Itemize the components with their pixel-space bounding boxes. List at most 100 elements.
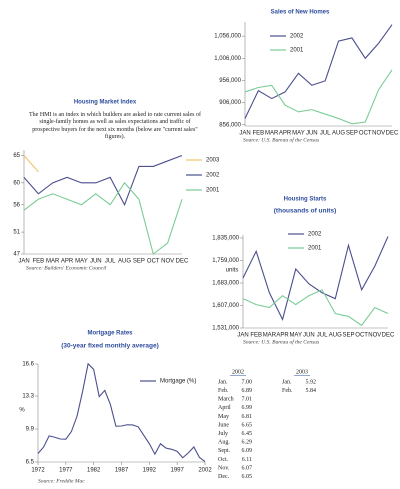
y-tick-label: 16.6 (22, 362, 34, 368)
x-tick-label: 1977 (59, 468, 73, 474)
x-tick-label: JUN (90, 259, 102, 265)
table-month: Feb. (282, 388, 293, 394)
table-month: Nov. (218, 465, 230, 471)
table-month: June (218, 422, 229, 428)
x-tick-label: AUG (118, 259, 131, 265)
y-tick-label: 856,000 (219, 122, 241, 128)
x-tick-label: MAR (265, 131, 279, 137)
source: Source: U.S. Bureau of the Census (243, 136, 319, 143)
table-rate: 6.45 (242, 431, 253, 437)
y-tick-label: 1,835,000 (212, 236, 239, 242)
series-line (37, 362, 206, 463)
series-line (244, 69, 393, 125)
y-tick-label: 13.3 (22, 394, 34, 400)
x-tick-label: MAY (289, 333, 302, 339)
table-rate: 6.89 (242, 388, 253, 394)
x-tick-label: NOV (372, 131, 385, 137)
table-rate: 6.65 (242, 422, 253, 428)
x-tick-label: 1987 (115, 468, 129, 474)
x-tick-label: 1992 (143, 468, 157, 474)
table-year: 2002 (232, 369, 244, 375)
x-tick-label: JAN (237, 333, 248, 339)
x-tick-label: JUL (105, 259, 116, 265)
source: Source: Builders' Economic Council (26, 265, 107, 271)
table-rate: 7.01 (242, 397, 253, 403)
legend-label: 2001 (206, 188, 220, 194)
table-rate: 6.05 (242, 474, 253, 480)
x-tick-label: MAY (292, 131, 305, 137)
legend-label: 2002 (308, 232, 322, 238)
x-tick-label: DEC (386, 131, 399, 137)
legend-label: Mortgage (%) (160, 379, 196, 385)
series-line (23, 154, 183, 207)
y-tick-label: 1,759,000 (212, 258, 239, 264)
x-tick-label: OCT (359, 131, 372, 137)
y-axis-label: % (19, 408, 25, 414)
legend-label: 2002 (290, 34, 304, 40)
legend-label: 2001 (308, 246, 322, 252)
series-line (242, 236, 389, 321)
table-rate: 7.00 (242, 379, 253, 385)
x-tick-label: JUL (320, 131, 331, 137)
table-month: April (218, 405, 231, 411)
x-tick-label: 1982 (87, 468, 101, 474)
table-month: July (218, 431, 228, 437)
table-month: Aug. (218, 440, 230, 446)
x-tick-label: FEB (253, 131, 265, 137)
table-month: Feb. (218, 388, 229, 394)
table-month: March (218, 397, 234, 403)
table-rate: 6.99 (242, 405, 253, 411)
x-tick-label: SEP (342, 333, 354, 339)
chart-title: Housing Market Index (74, 100, 137, 106)
table-month: Dec. (218, 474, 230, 480)
y-tick-label: 47 (13, 252, 20, 258)
table-month: May (218, 414, 229, 420)
x-tick-label: JUL (317, 333, 328, 339)
table-rate: 5.84 (306, 388, 317, 394)
source: Source: Freddie Mac (38, 478, 85, 484)
y-tick-label: 1,607,000 (212, 303, 239, 309)
y-tick-label: 65 (13, 153, 20, 159)
x-tick-label: MAY (75, 259, 88, 265)
y-tick-label: 1,531,000 (212, 326, 239, 332)
table-year: 2003 (296, 369, 308, 375)
series-line (242, 289, 389, 327)
y-tick-label: 9.9 (26, 427, 35, 433)
x-tick-label: AUG (329, 333, 342, 339)
x-tick-label: SEP (346, 131, 358, 137)
y-tick-label: 1,683,000 (212, 281, 239, 287)
y-tick-label: 51 (13, 230, 20, 236)
table-rate: 6.81 (242, 414, 253, 420)
x-tick-label: JAN (18, 259, 29, 265)
x-tick-label: APR (276, 333, 289, 339)
series-line (23, 181, 183, 255)
x-tick-label: JUN (306, 131, 318, 137)
x-tick-label: MAR (263, 333, 277, 339)
table-rate: 6.29 (242, 440, 253, 446)
chart-title: Sales of New Homes (271, 10, 330, 16)
series-line (244, 24, 393, 119)
source: Source: U.S. Bureau of the Census (243, 338, 319, 345)
x-tick-label: APR (279, 131, 292, 137)
chart-subtitle: (30-year fixed monthly average) (61, 343, 159, 350)
table-month: Jan. (218, 379, 228, 385)
x-tick-label: OCT (147, 259, 160, 265)
y-tick-label: 1,056,000 (214, 34, 241, 40)
y-tick-label: 1,006,000 (214, 56, 241, 62)
table-rate: 5.92 (306, 379, 317, 385)
legend-label: 2003 (206, 158, 220, 164)
y-tick-label: 6.5 (26, 460, 35, 466)
chart-title: Housing Starts (284, 197, 327, 203)
x-tick-label: JUN (303, 333, 315, 339)
x-tick-label: NOV (368, 333, 381, 339)
x-tick-label: FEB (250, 333, 262, 339)
table-rate: 6.09 (242, 448, 253, 454)
y-tick-label: 56 (13, 202, 20, 208)
description: The HMI is an index in which builders ar… (29, 112, 201, 141)
y-tick-label: 906,000 (219, 100, 241, 106)
table-month: Oct. (218, 457, 229, 463)
y-tick-label: 60 (13, 180, 20, 186)
x-tick-label: MAR (46, 259, 60, 265)
x-tick-label: NOV (161, 259, 174, 265)
